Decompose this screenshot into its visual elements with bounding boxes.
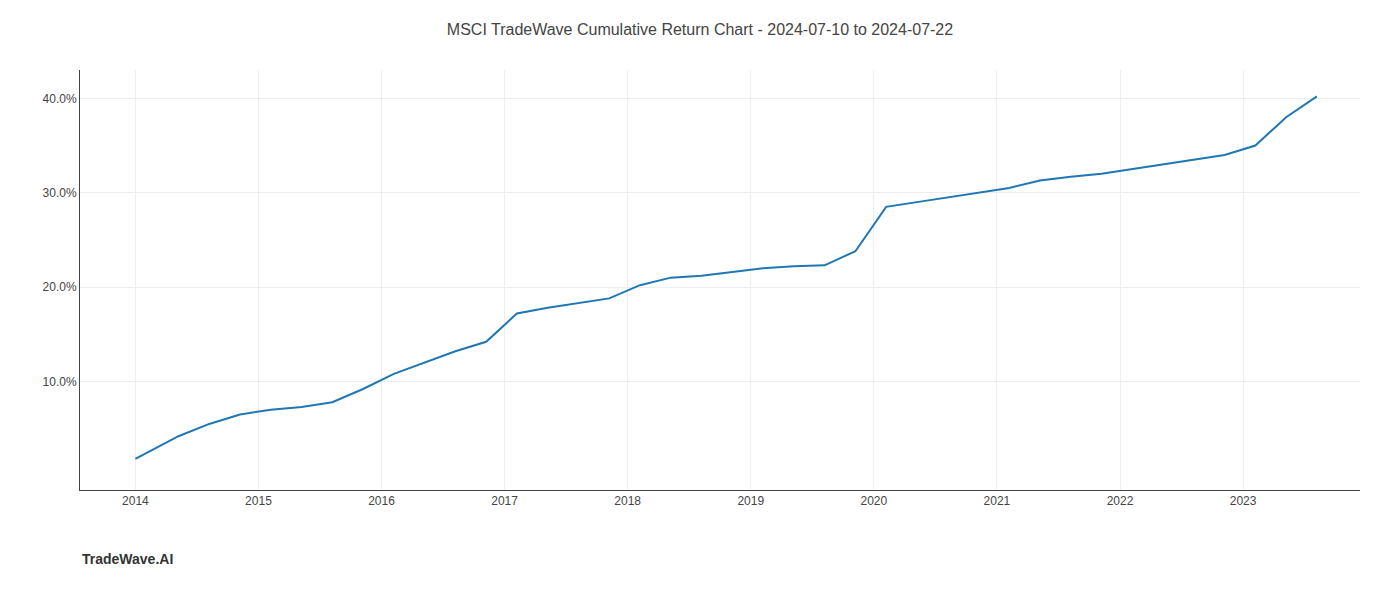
svg-text:2014: 2014	[122, 494, 149, 508]
svg-text:MSCI TradeWave Cumulative Retu: MSCI TradeWave Cumulative Return Chart -…	[447, 21, 953, 38]
svg-text:TradeWave.AI: TradeWave.AI	[82, 551, 173, 567]
svg-text:2017: 2017	[491, 494, 518, 508]
svg-text:40.0%: 40.0%	[43, 92, 77, 106]
svg-text:2022: 2022	[1107, 494, 1134, 508]
svg-text:2020: 2020	[860, 494, 887, 508]
svg-text:2021: 2021	[984, 494, 1011, 508]
svg-text:10.0%: 10.0%	[43, 375, 77, 389]
svg-text:30.0%: 30.0%	[43, 186, 77, 200]
svg-text:2019: 2019	[737, 494, 764, 508]
svg-text:2015: 2015	[245, 494, 272, 508]
svg-text:2016: 2016	[368, 494, 395, 508]
svg-text:2023: 2023	[1230, 494, 1257, 508]
svg-text:20.0%: 20.0%	[43, 280, 77, 294]
svg-text:2018: 2018	[614, 494, 641, 508]
